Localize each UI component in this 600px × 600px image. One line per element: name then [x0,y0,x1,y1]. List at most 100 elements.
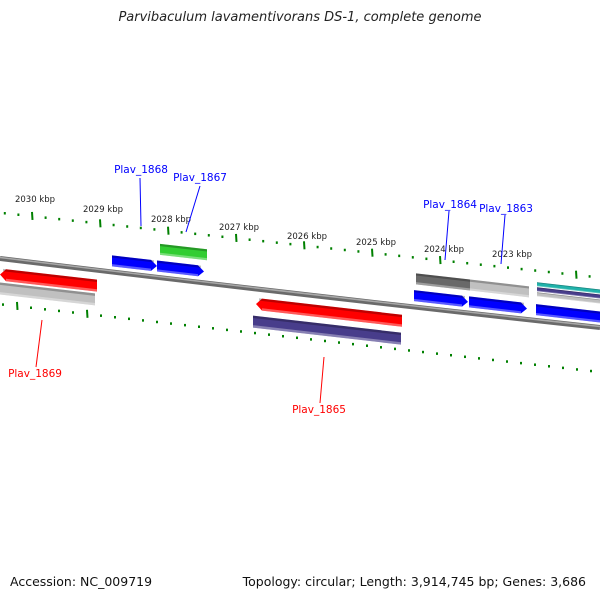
top-scale-minor-tick [180,231,183,234]
gene-plav-1868[interactable] [112,255,157,271]
bottom-scale-minor-tick [254,331,256,335]
feature-1865-purple[interactable] [253,315,401,345]
feature-next-gray-shade [537,292,600,301]
top-scale-minor-tick [275,241,278,244]
bottom-scale-minor-tick [268,333,270,336]
bottom-scale-minor-tick [352,342,354,346]
gene-label-leader [319,356,325,404]
top-scale-major-tick [371,248,374,257]
gene-label-plav-1865[interactable]: Plav_1865 [292,404,346,416]
top-scale-major-tick [303,241,306,250]
scale-label: 2029 kbp [83,205,123,215]
top-scale-minor-tick [520,267,523,271]
gene-label-plav-1868[interactable]: Plav_1868 [114,164,168,176]
top-scale-major-tick [575,270,578,279]
gene-next-blue[interactable] [536,304,600,323]
top-scale-minor-tick [561,272,564,275]
bottom-scale-minor-tick [58,309,60,313]
top-scale-minor-tick [44,216,47,219]
feature-next-gray[interactable] [537,292,600,304]
gene-plav-1868-highlight [112,264,151,271]
top-scale-major-tick [235,233,238,243]
gene-plav-1868-shade [112,255,154,263]
gene-plav-1863-shade [469,296,524,305]
bottom-scale-minor-tick [478,357,480,360]
gene-label-plav-1864[interactable]: Plav_1864 [423,199,477,211]
top-scale-minor-tick [425,257,428,261]
top-scale-major-tick [439,255,442,265]
feature-next-purple-shade [537,287,600,296]
bottom-scale-minor-tick [282,334,284,338]
feature-next-teal[interactable] [537,282,600,294]
bottom-scale-minor-tick [240,330,242,333]
top-scale-minor-tick [343,248,346,252]
top-scale-minor-tick [126,225,129,228]
scale-label: 2023 kbp [492,250,532,260]
gene-plav-1865[interactable] [256,298,402,327]
bottom-scale-minor-tick [212,327,214,330]
top-scale-minor-tick [262,239,265,243]
gene-plav-1869-shade [3,268,97,283]
bottom-scale-minor-tick [492,358,494,362]
scale-label: 2026 kbp [287,232,327,242]
feature-1867-green[interactable] [160,243,207,261]
top-scale-minor-tick [507,266,509,269]
gene-label-plav-1867[interactable]: Plav_1867 [173,172,227,184]
top-scale-minor-tick [153,228,156,231]
feature-1864-gray-shade [416,273,470,282]
top-scale-minor-tick [71,219,74,222]
bottom-scale-minor-tick [450,353,452,357]
gene-plav-1864[interactable] [414,290,468,307]
feature-next-purple[interactable] [537,287,600,299]
scale-label: 2024 kbp [424,245,464,255]
bottom-scale-minor-tick [296,336,298,340]
genome-backbone-highlight [0,256,600,328]
top-scale-minor-tick [466,261,469,265]
gene-label-leader [35,319,43,368]
feature-next-purple-highlight [537,290,600,299]
bottom-scale-minor-tick [338,341,340,344]
gene-label-plav-1863[interactable]: Plav_1863 [479,203,533,215]
top-scale-minor-tick [493,264,496,268]
feature-1863-gray-shade [470,279,529,289]
feature-1869-gray[interactable] [0,282,95,306]
gene-plav-1863-highlight [469,305,521,314]
topology-text: Topology: circular; Length: 3,914,745 bp… [242,574,586,589]
gene-plav-1867[interactable] [157,260,204,277]
top-scale-minor-tick [139,226,142,230]
top-scale-minor-tick [221,235,224,239]
gene-plav-1863[interactable] [469,296,527,314]
scale-label: 2027 kbp [219,223,259,233]
gene-next-blue-highlight [536,312,600,323]
top-scale-minor-tick [58,217,61,221]
gene-plav-1869[interactable] [0,269,97,292]
gene-label-leader [444,210,450,261]
bottom-scale-minor-tick [198,325,200,328]
top-scale-minor-tick [289,242,292,246]
top-scale-major-tick [167,226,170,235]
top-scale-minor-tick [112,223,115,227]
bottom-scale-minor-tick [366,344,368,347]
bottom-scale-minor-tick [128,317,130,321]
scale-label: 2028 kbp [151,215,191,225]
feature-1867-green-shade [160,243,207,252]
gene-label-plav-1869[interactable]: Plav_1869 [8,368,62,380]
top-scale-minor-tick [207,234,210,237]
bottom-scale-minor-tick [436,352,438,355]
bottom-scale-major-tick [16,301,19,310]
bottom-scale-minor-tick [184,323,186,327]
bottom-scale-minor-tick [2,303,4,306]
top-scale-major-tick [99,219,102,228]
top-scale-minor-tick [3,212,6,215]
feature-1867-green-highlight [160,252,207,261]
top-scale-minor-tick [17,213,20,216]
bottom-scale-minor-tick [562,366,564,370]
accession-text: Accession: NC_009719 [10,574,153,589]
feature-1864-gray[interactable] [416,273,470,291]
bottom-scale-minor-tick [114,315,116,319]
bottom-scale-minor-tick [310,338,312,341]
top-scale-minor-tick [316,245,319,249]
top-scale-minor-tick [330,247,333,250]
feature-1863-gray[interactable] [470,279,529,298]
